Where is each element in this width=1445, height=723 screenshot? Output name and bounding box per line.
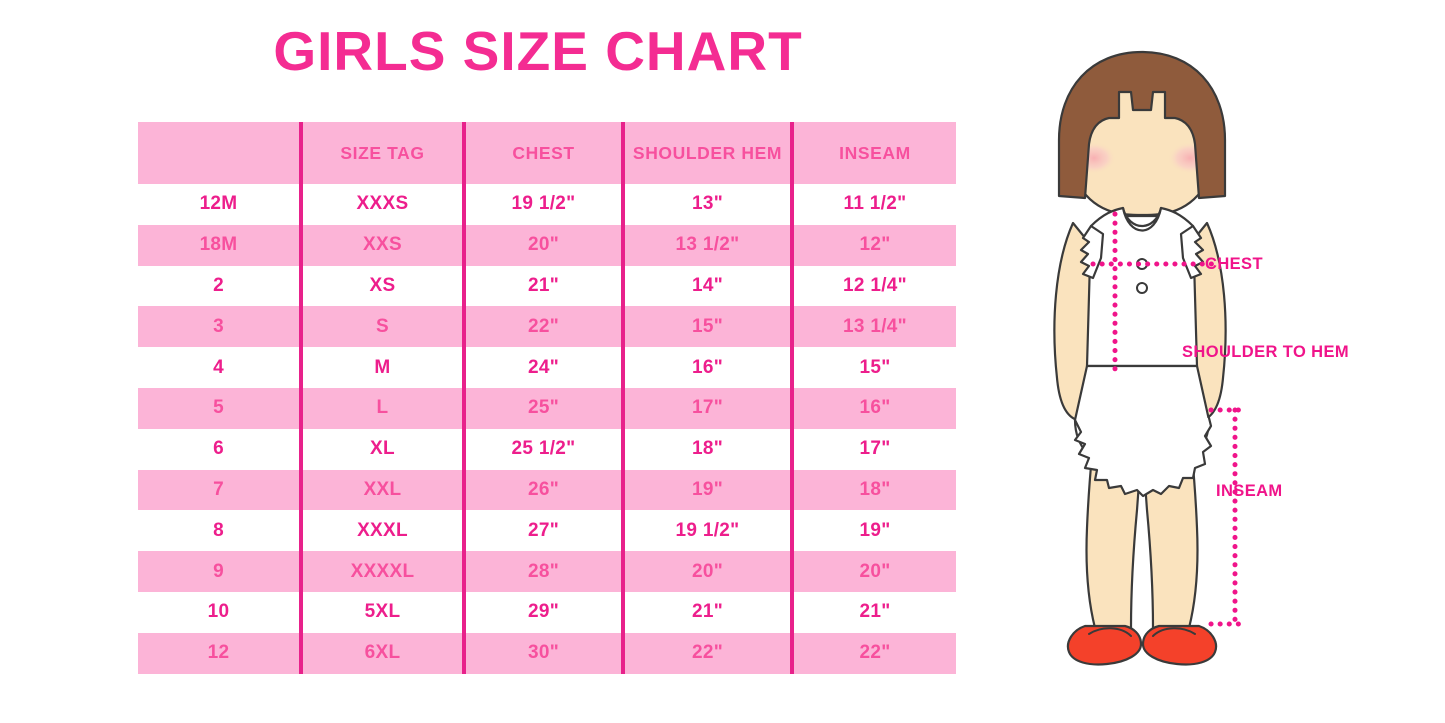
- cell-inseam: 17": [790, 428, 956, 470]
- table-row: 2 XS 21" 14" 12 1/4": [138, 265, 956, 307]
- right-shoe: [1141, 624, 1218, 666]
- cell-size: 2: [138, 265, 301, 307]
- table-header: SIZE TAG CHEST SHOULDER HEM INSEAM: [138, 122, 956, 184]
- page-title: GIRLS SIZE CHART: [273, 20, 803, 82]
- cell-chest: 19 1/2": [462, 184, 623, 225]
- cell-inseam: 11 1/2": [790, 184, 956, 225]
- table-row: 10 5XL 29" 21" 21": [138, 591, 956, 633]
- neckline: [1121, 206, 1163, 232]
- cell-size: 3: [138, 306, 301, 348]
- column-header-chest: CHEST: [462, 122, 623, 184]
- cell-shoulder-hem: 15": [621, 306, 792, 348]
- cell-shoulder-hem: 13 1/2": [621, 224, 792, 266]
- shoulder-to-hem-label: SHOULDER TO HEM: [1182, 343, 1350, 361]
- cell-inseam: 19": [790, 510, 956, 552]
- table-header-row: SIZE TAG CHEST SHOULDER HEM INSEAM: [138, 122, 956, 184]
- table-row: 7 XXL 26" 19" 18": [138, 469, 956, 511]
- skirt-ruffle-hem: [1073, 416, 1213, 498]
- inseam-label: INSEAM: [1216, 482, 1283, 500]
- cell-inseam: 22": [790, 632, 956, 674]
- column-header-shoulder-hem: SHOULDER HEM: [621, 122, 792, 184]
- table-body: 12M XXXS 19 1/2" 13" 11 1/2" 18M XXS 20" 13 1/2"…: [138, 184, 956, 674]
- cell-chest: 28": [462, 551, 623, 592]
- hair: [1057, 50, 1227, 200]
- cell-inseam: 12": [790, 224, 956, 266]
- cell-size-tag: S: [299, 306, 464, 348]
- cell-size: 5: [138, 387, 301, 429]
- cell-chest: 29": [462, 591, 623, 633]
- cell-size: 4: [138, 347, 301, 388]
- left-shoe-strap: [1088, 627, 1132, 637]
- cell-size-tag: 6XL: [299, 632, 464, 674]
- left-shoe: [1066, 624, 1143, 666]
- cell-chest: 20": [462, 224, 623, 266]
- table-row: 12 6XL 30" 22" 22": [138, 632, 956, 674]
- right-shoe-strap: [1152, 627, 1196, 637]
- cell-size-tag: XXL: [299, 469, 464, 511]
- cell-inseam: 15": [790, 347, 956, 388]
- table-row: 4 M 24" 16" 15": [138, 347, 956, 388]
- cell-inseam: 18": [790, 469, 956, 511]
- cell-size-tag: XXXL: [299, 510, 464, 552]
- cell-chest: 21": [462, 265, 623, 307]
- cell-size-tag: XXXXL: [299, 551, 464, 592]
- cell-shoulder-hem: 19": [621, 469, 792, 511]
- cell-shoulder-hem: 22": [621, 632, 792, 674]
- cell-inseam: 13 1/4": [790, 306, 956, 348]
- cell-shoulder-hem: 16": [621, 347, 792, 388]
- cell-size: 18M: [138, 224, 301, 266]
- size-chart-table: SIZE TAG CHEST SHOULDER HEM INSEAM 12M XX…: [138, 122, 956, 674]
- column-header-size: [138, 122, 301, 184]
- cell-inseam: 20": [790, 551, 956, 592]
- cell-shoulder-hem: 20": [621, 551, 792, 592]
- cell-shoulder-hem: 19 1/2": [621, 510, 792, 552]
- cell-chest: 25": [462, 387, 623, 429]
- column-header-size-tag: SIZE TAG: [299, 122, 464, 184]
- cell-size: 10: [138, 591, 301, 633]
- cell-size-tag: XXS: [299, 224, 464, 266]
- cell-size: 7: [138, 469, 301, 511]
- table-row: 12M XXXS 19 1/2" 13" 11 1/2": [138, 184, 956, 225]
- cell-chest: 25 1/2": [462, 428, 623, 470]
- table-row: 9 XXXXL 28" 20" 20": [138, 551, 956, 592]
- cell-chest: 30": [462, 632, 623, 674]
- right-sleeve-ruffle: [1179, 224, 1205, 280]
- table-row: 5 L 25" 17" 16": [138, 387, 956, 429]
- cell-size: 9: [138, 551, 301, 592]
- table-row: 6 XL 25 1/2" 18" 17": [138, 428, 956, 470]
- cell-size-tag: M: [299, 347, 464, 388]
- cell-size-tag: XL: [299, 428, 464, 470]
- cell-size: 8: [138, 510, 301, 552]
- cell-size: 6: [138, 428, 301, 470]
- cell-shoulder-hem: 17": [621, 387, 792, 429]
- left-sleeve-ruffle: [1079, 224, 1105, 280]
- cell-size-tag: L: [299, 387, 464, 429]
- cell-inseam: 21": [790, 591, 956, 633]
- cell-inseam: 16": [790, 387, 956, 429]
- top-button-2: [1136, 282, 1148, 294]
- cell-inseam: 12 1/4": [790, 265, 956, 307]
- table-row: 18M XXS 20" 13 1/2" 12": [138, 224, 956, 266]
- table-row: 3 S 22" 15" 13 1/4": [138, 306, 956, 348]
- chest-label: CHEST: [1205, 255, 1263, 273]
- cell-chest: 27": [462, 510, 623, 552]
- cell-shoulder-hem: 14": [621, 265, 792, 307]
- cell-size-tag: 5XL: [299, 591, 464, 633]
- cell-size-tag: XXXS: [299, 184, 464, 225]
- cell-shoulder-hem: 18": [621, 428, 792, 470]
- girl-figure-illustration: [985, 48, 1445, 688]
- cell-chest: 22": [462, 306, 623, 348]
- table-row: 8 XXXL 27" 19 1/2" 19": [138, 510, 956, 552]
- cell-size: 12: [138, 632, 301, 674]
- cell-chest: 26": [462, 469, 623, 511]
- cell-size: 12M: [138, 184, 301, 225]
- cell-shoulder-hem: 13": [621, 184, 792, 225]
- column-header-inseam: INSEAM: [790, 122, 956, 184]
- cell-size-tag: XS: [299, 265, 464, 307]
- cell-shoulder-hem: 21": [621, 591, 792, 633]
- cell-chest: 24": [462, 347, 623, 388]
